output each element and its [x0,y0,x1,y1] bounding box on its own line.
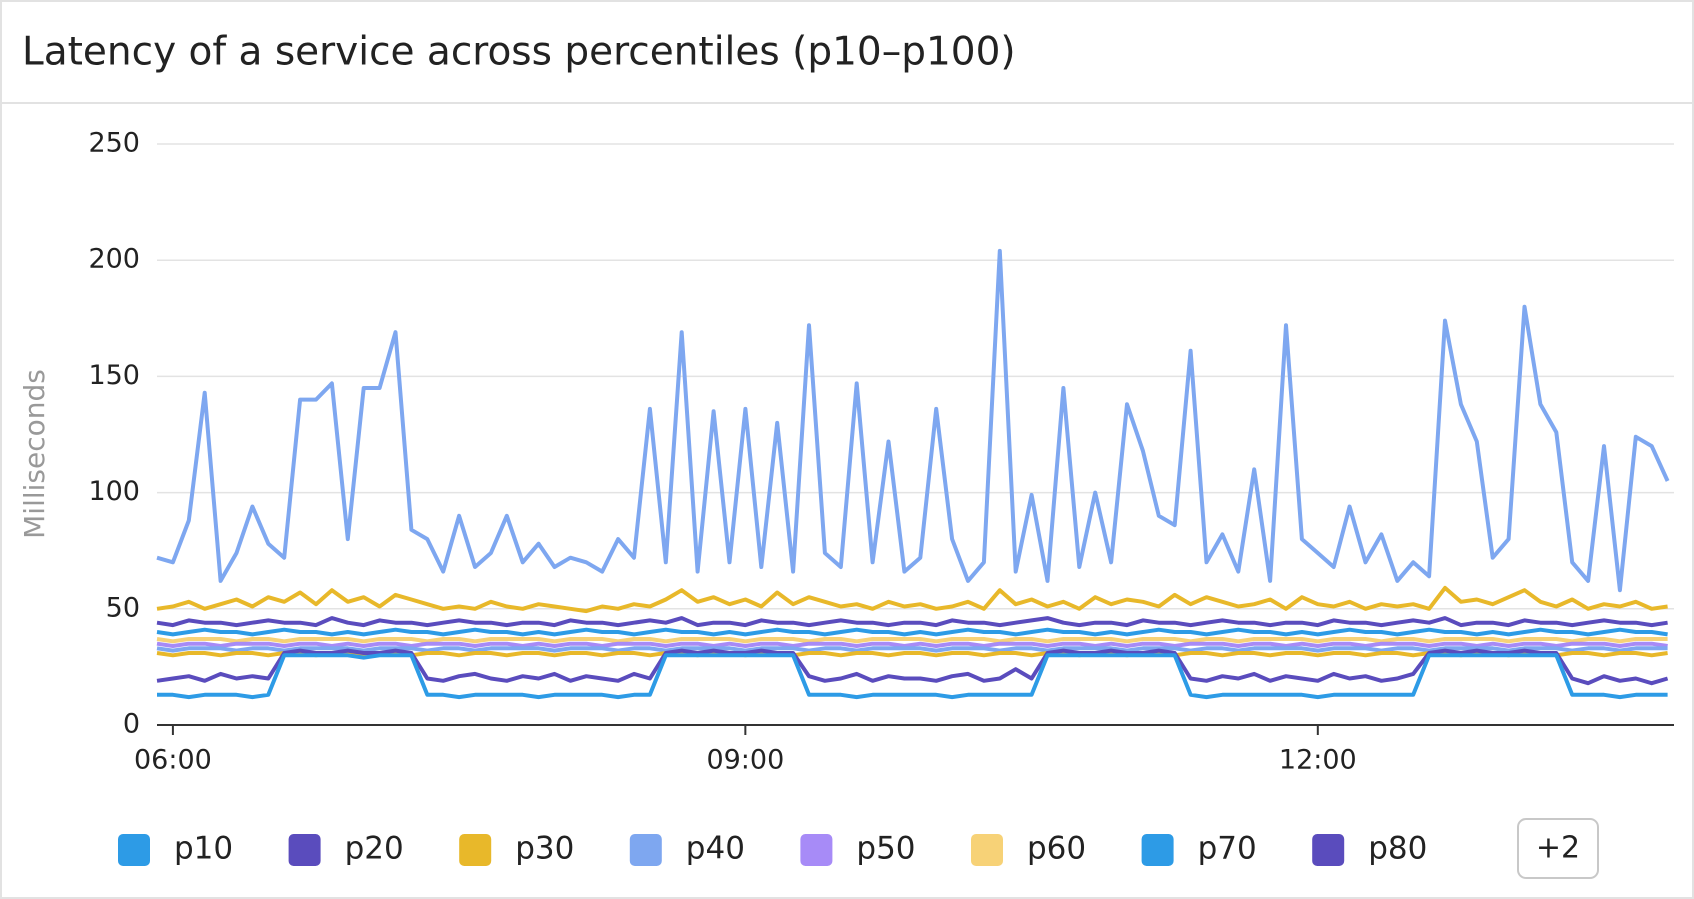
series-line [156,641,1668,648]
legend-label[interactable]: p80 [1368,831,1427,867]
legend-swatch [971,834,1003,866]
legend-label[interactable]: p10 [174,831,233,867]
series-line [156,616,1668,628]
series-line [156,627,1668,637]
legend-label[interactable]: p60 [1027,831,1086,867]
legend-swatch [118,834,150,866]
legend-more-label[interactable]: +2 [1536,831,1580,866]
legend-label[interactable]: p40 [686,831,745,867]
legend-swatch [1312,834,1345,866]
legend-swatch [629,834,662,866]
legend-label[interactable]: p50 [856,831,915,867]
y-axis-label: Milliseconds [18,369,51,539]
series-line [156,637,1668,644]
legend-swatch [288,834,321,866]
legend-label[interactable]: p70 [1198,831,1257,867]
legend-label[interactable]: p30 [515,831,574,867]
y-tick-label: 200 [88,244,140,275]
y-tick-label: 150 [88,360,140,391]
x-tick-label: 12:00 [1279,745,1357,776]
y-tick-label: 250 [88,128,140,159]
series-line [157,653,1668,700]
legend-swatch [1141,834,1174,866]
legend-swatch [459,834,492,866]
x-tick-label: 06:00 [134,745,212,776]
series-line [156,248,1670,593]
legend-label[interactable]: p20 [345,831,404,867]
y-tick-label: 50 [106,592,140,623]
series-line [156,646,1668,653]
legend-more-button[interactable] [1517,818,1599,879]
chart-title: Latency of a service across percentiles … [22,30,1016,75]
x-tick-label: 09:00 [706,745,784,776]
y-tick-label: 0 [123,709,140,740]
series-line [156,648,1669,686]
series-line [156,585,1668,614]
legend-swatch [800,834,833,866]
y-tick-label: 100 [88,476,140,507]
